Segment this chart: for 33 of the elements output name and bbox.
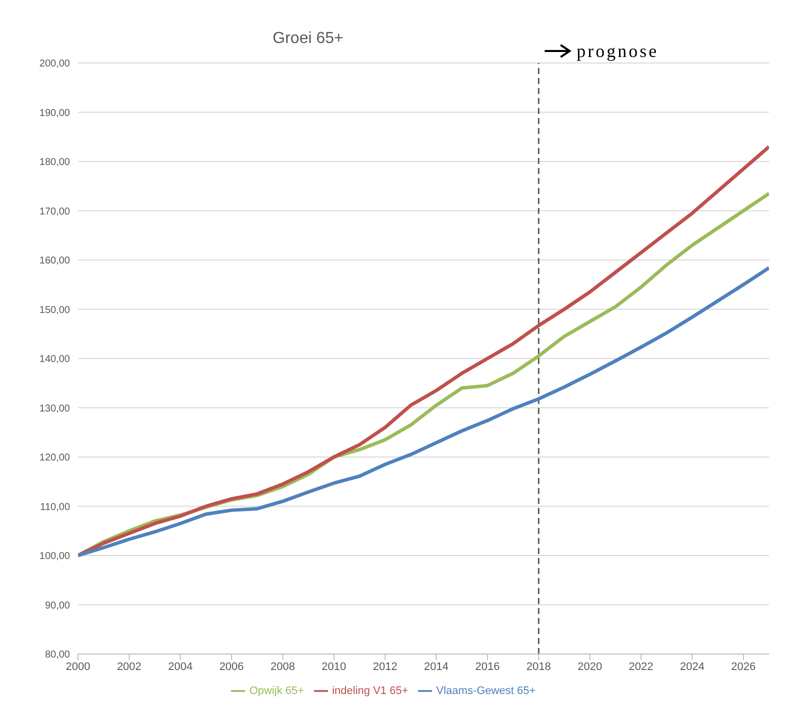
y-tick-label: 170,00 (39, 206, 70, 218)
y-tick-label: 120,00 (39, 452, 70, 464)
x-tick-label: 2002 (116, 660, 142, 673)
y-tick-label: 130,00 (39, 403, 70, 414)
x-tick-label: 2020 (578, 660, 602, 673)
y-tick-label: 180,00 (39, 157, 70, 168)
x-tick-label: 2024 (680, 660, 704, 673)
x-tick-label: 2000 (66, 660, 90, 673)
ref-line-label: prognose (576, 41, 659, 61)
y-tick-label: 90,00 (44, 600, 70, 612)
y-tick-label: 140,00 (39, 354, 70, 366)
y-tick-label: 150,00 (39, 304, 70, 316)
legend-label: Vlaams-Gewest 65+ (436, 684, 536, 697)
legend-label: Opwijk 65+ (249, 684, 304, 697)
x-tick-label: 2018 (526, 660, 551, 673)
x-tick-label: 2008 (270, 660, 295, 673)
y-tick-label: 160,00 (39, 256, 70, 267)
chart-title: Groei 65+ (272, 30, 344, 47)
y-tick-label: 190,00 (39, 108, 70, 119)
x-tick-label: 2022 (628, 660, 654, 673)
legend-label: indeling V1 65+ (332, 684, 408, 697)
y-tick-label: 200,00 (39, 58, 70, 70)
y-tick-label: 100,00 (39, 551, 70, 562)
x-tick-label: 2006 (219, 660, 244, 673)
y-tick-label: 80,00 (44, 650, 70, 661)
y-tick-label: 110,00 (40, 502, 70, 513)
x-tick-label: 2012 (372, 660, 398, 673)
x-tick-label: 2014 (424, 660, 449, 673)
x-tick-label: 2016 (475, 660, 500, 673)
x-tick-label: 2010 (322, 660, 346, 673)
line-series (78, 266, 769, 558)
x-tick-label: 2004 (168, 660, 193, 673)
x-tick-label: 2026 (731, 660, 756, 673)
